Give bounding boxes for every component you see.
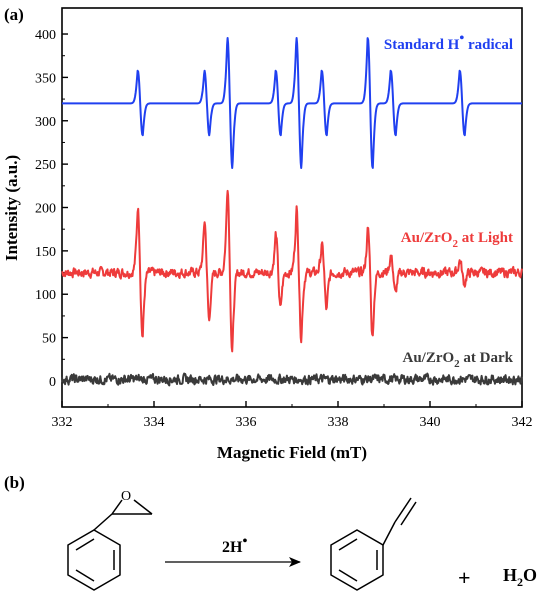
ring-to-epoxide-bond <box>93 513 113 531</box>
epoxide-oxygen: O <box>121 489 131 504</box>
y-tick-label: 200 <box>35 202 56 217</box>
y-tick-label: 100 <box>35 288 56 303</box>
y-tick-label: 400 <box>35 28 56 43</box>
reagent-label: 2H• <box>222 534 247 556</box>
y-axis-label: Intensity (a.u.) <box>2 155 21 261</box>
y-axis-ticks: 0 50 100 150 200 250 300 350 400 <box>35 28 68 390</box>
x-tick-label: 340 <box>420 415 441 430</box>
x-axis-label: Magnetic Field (mT) <box>217 443 367 462</box>
styrene-oxide-structure <box>67 499 153 591</box>
vinyl-double-bond-b <box>400 501 417 526</box>
series-line-1 <box>61 189 523 353</box>
y-tick-label: 350 <box>35 71 56 86</box>
water-formula: H2O <box>503 565 537 589</box>
vinyl-bond-1 <box>382 521 396 546</box>
plot-frame <box>61 7 523 408</box>
vinyl-double-bond-a <box>394 497 412 523</box>
panel-b-label: (b) <box>4 473 25 492</box>
x-tick-label: 338 <box>328 415 349 430</box>
x-tick-label: 342 <box>512 415 533 430</box>
y-tick-label: 50 <box>42 332 56 347</box>
epr-spectra-chart: 0 50 100 150 200 250 300 350 400 332 334 336 338 340… <box>2 7 533 462</box>
series-line-0 <box>61 37 523 169</box>
y-tick-label: 250 <box>35 158 56 173</box>
benzene-ring-left <box>67 529 121 591</box>
benzene-ring-left-inner-bond-3 <box>75 569 95 582</box>
benzene-ring-right-inner-bond-1 <box>338 538 358 551</box>
reaction-arrow-head <box>289 557 301 567</box>
benzene-ring-right-inner-bond-3 <box>338 569 358 582</box>
x-tick-label: 336 <box>236 415 257 430</box>
series-labels: Standard H• radical Au/ZrO2 at Light Au/Zr… <box>384 31 514 370</box>
reaction-scheme: O 2H• + H2O <box>67 489 537 591</box>
plus-sign: + <box>458 565 471 590</box>
styrene-structure <box>330 497 417 591</box>
series-line-2 <box>61 372 523 387</box>
benzene-ring-left-inner-bond-1 <box>75 538 95 551</box>
series-label-1: Au/ZrO2 at Light <box>401 230 513 250</box>
y-tick-label: 300 <box>35 115 56 130</box>
y-tick-label: 0 <box>49 375 56 390</box>
y-tick-label: 150 <box>35 245 56 260</box>
x-axis-ticks: 332 334 336 338 340 342 <box>52 401 533 430</box>
panel-a-label: (a) <box>4 5 24 24</box>
series-label-2: Au/ZrO2 at Dark <box>402 350 513 370</box>
series-label-0: Standard H• radical <box>384 31 513 53</box>
series-layer <box>61 37 523 387</box>
epoxide-co-bond-1 <box>111 499 123 515</box>
epoxide-co-bond-2 <box>133 499 153 515</box>
x-tick-label: 332 <box>52 415 73 430</box>
x-tick-label: 334 <box>144 415 165 430</box>
